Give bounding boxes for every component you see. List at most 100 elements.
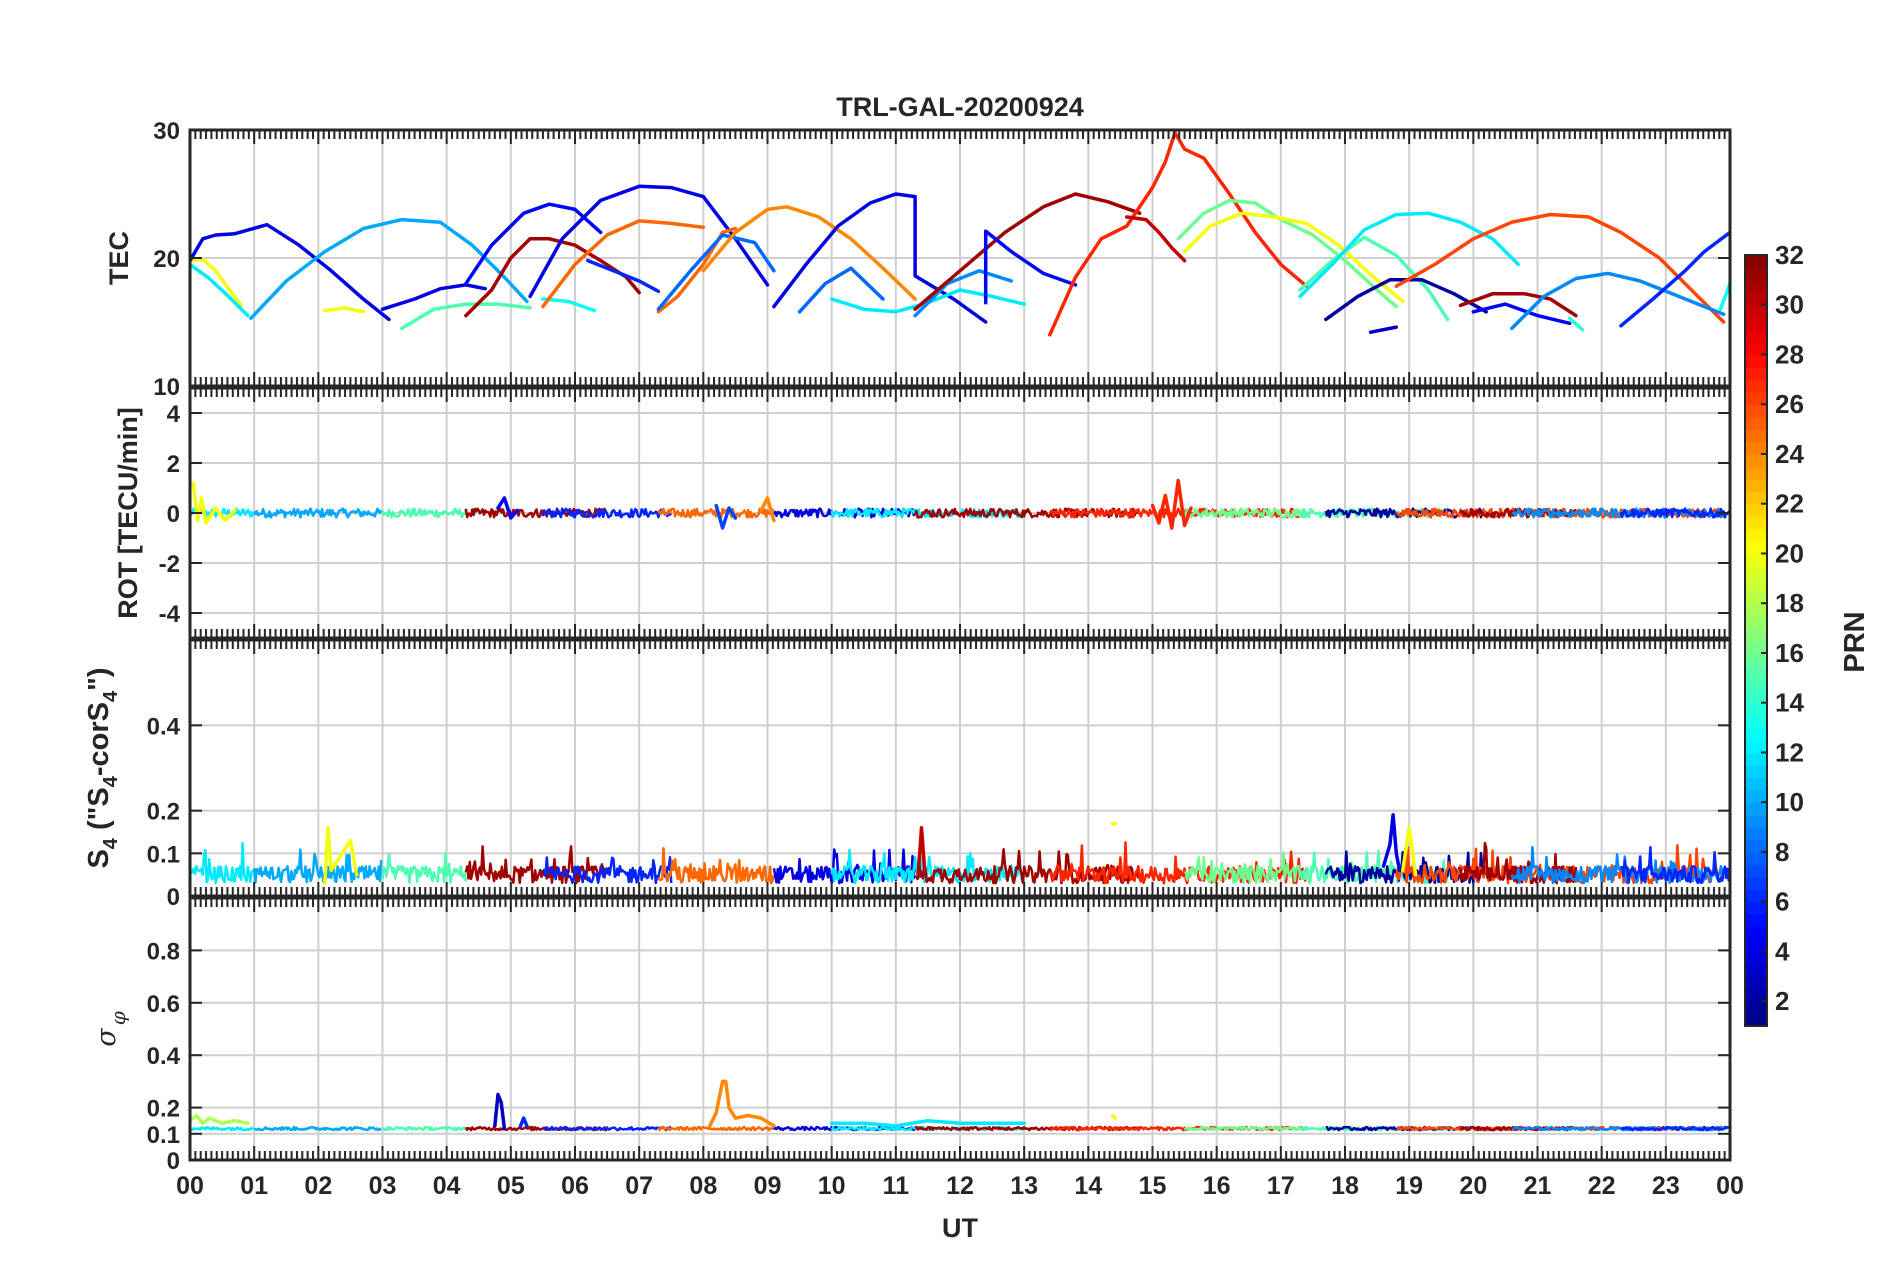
x-tick-label: 08: [689, 1172, 717, 1200]
colorbar-tick-label: 20: [1775, 538, 1804, 568]
series-tec-prn-20: [190, 257, 244, 308]
series-tec-prn-20: [323, 306, 366, 314]
y-tick-label: 20: [153, 246, 180, 273]
series-tec-prn-15: [400, 302, 532, 331]
colorbar-tick-label: 32: [1775, 240, 1804, 270]
y-tick-label: 0.2: [147, 1096, 180, 1123]
y-axis-label-rot: ROT [TECU/min]: [113, 407, 143, 618]
series-tec-prn-20: [1182, 211, 1405, 304]
colorbar-tick-label: 28: [1775, 339, 1804, 369]
x-tick-label: 04: [433, 1172, 461, 1200]
y-axis-label-sigma: σφ: [91, 1011, 130, 1046]
chart-title: TRL-GAL-20200924: [836, 92, 1084, 122]
y-tick-label: 0.4: [147, 713, 181, 740]
series-tec-prn-13: [541, 297, 597, 313]
colorbar-tick-label: 12: [1775, 737, 1804, 767]
x-tick-label: 05: [497, 1172, 525, 1200]
y-tick-labels-s4: 0 0.1 0.2 0.4: [147, 713, 181, 911]
series-sigma-prn-20: [1110, 1113, 1118, 1120]
series-tec-prn-16: [1176, 198, 1399, 309]
series-tec-prn-13: [1718, 281, 1730, 311]
series-tec-prn-27: [1048, 130, 1309, 337]
panel-rot: -4 -2 0 2 4 ROT [TECU/min]: [113, 386, 1732, 640]
series-s4-prn-30: [916, 825, 927, 877]
noise-s4: [190, 841, 1730, 885]
x-tick-label: 03: [369, 1172, 397, 1200]
series-tec-prn-9: [913, 269, 1014, 318]
colorbar-tick-label: 18: [1775, 588, 1804, 618]
series-rot-prn-5: [496, 496, 520, 520]
series-tec-prn-9: [1510, 271, 1726, 331]
series-tec-prn-4: [190, 222, 391, 322]
x-tick-label: 13: [1010, 1172, 1038, 1200]
x-axis-label: UT: [942, 1213, 978, 1243]
y-tick-label: 10: [153, 374, 180, 401]
series-tec-prn-30: [1125, 215, 1187, 263]
plot-area-tec: [190, 130, 1730, 337]
series-sigma-prn-3: [493, 1092, 507, 1131]
panel-sigma: 00.10.2 0.4 0.6 0.8 σφ: [91, 896, 1732, 1175]
series-tec-prn-25: [541, 219, 706, 309]
y-tick-label: 4: [167, 401, 181, 428]
series-s4-prn-4: [1381, 813, 1402, 873]
series-tec-prn-31: [913, 192, 1142, 311]
series-sigma-prn-12: [829, 1118, 1026, 1128]
series-tec-prn-15: [1298, 235, 1450, 322]
colorbar-tick-label: 26: [1775, 389, 1804, 419]
x-tick-label: 16: [1203, 1172, 1231, 1200]
series-tec-prn-6: [1619, 230, 1730, 328]
panel-tec: 10 20 30 TEC: [104, 118, 1732, 401]
colorbar-tick-label: 10: [1775, 787, 1804, 817]
grid-s4: [189, 640, 1731, 897]
x-tick-label: 22: [1588, 1172, 1616, 1200]
colorbar-tick-label: 4: [1775, 936, 1790, 966]
series-rot-prn-27: [1150, 478, 1193, 530]
colorbar-tick-label: 6: [1775, 887, 1789, 917]
y-tick-label: -2: [159, 551, 180, 578]
x-tick-label: 09: [754, 1172, 782, 1200]
series-sigma-prn-24: [708, 1079, 776, 1128]
series-rot-prn-20: [191, 481, 237, 525]
y-tick-label: 0.2: [147, 799, 180, 826]
y-tick-label: 0: [167, 501, 180, 528]
series-tec-prn-5: [983, 229, 1078, 305]
x-tick-label: 18: [1331, 1172, 1359, 1200]
y-tick-label: 30: [153, 118, 180, 145]
x-tick-label: 21: [1524, 1172, 1552, 1200]
x-tick-label: 02: [304, 1172, 332, 1200]
x-tick-label: 00: [176, 1172, 204, 1200]
colorbar-tick-label: 22: [1775, 489, 1804, 519]
series-tec-prn-5: [464, 202, 603, 286]
series-s4-prn-20: [323, 825, 359, 885]
plot-area-s4: [190, 813, 1730, 885]
y-tick-label: 0.6: [147, 991, 180, 1018]
colorbar-tick-label: 16: [1775, 638, 1804, 668]
x-tick-label: 00: [1716, 1172, 1744, 1200]
series-tec-prn-24: [701, 205, 917, 301]
y-tick-label: 0.1: [147, 841, 180, 868]
colorbar-tick-label: 2: [1775, 986, 1789, 1016]
x-tick-label: 20: [1459, 1172, 1487, 1200]
x-tick-label: 15: [1139, 1172, 1167, 1200]
y-tick-label: 0.4: [147, 1043, 181, 1070]
minor-ticks-tec: [189, 129, 1731, 387]
x-tick-label: 14: [1074, 1172, 1102, 1200]
colorbar-tick-label: 8: [1775, 837, 1789, 867]
y-tick-label: 0.1: [147, 1122, 180, 1149]
y-tick-labels-sigma: 00.10.2 0.4 0.6 0.8: [147, 938, 181, 1175]
series-s4-prn-20: [1401, 825, 1418, 877]
y-axis-label-s4: S4 ("S4-corS4"): [83, 667, 122, 868]
minor-ticks-sigma: [189, 898, 1731, 1161]
y-tick-labels-tec: 10 20 30: [153, 118, 180, 401]
x-tick-label: 11: [883, 1172, 910, 1200]
series-tec-prn-2: [1324, 278, 1488, 322]
grid-tec: [189, 129, 1731, 387]
x-axis: 00 01 02 03 04 05 06 07 08 09 10 11 12 13 14 15 16 17 18 19…: [176, 1172, 1744, 1200]
series-rot-prn-24: [759, 496, 776, 523]
series-tec-prn-10: [249, 217, 529, 320]
series-tec-prn-3: [1368, 325, 1399, 334]
x-tick-label: 23: [1652, 1172, 1680, 1200]
x-tick-label: 19: [1395, 1172, 1423, 1200]
